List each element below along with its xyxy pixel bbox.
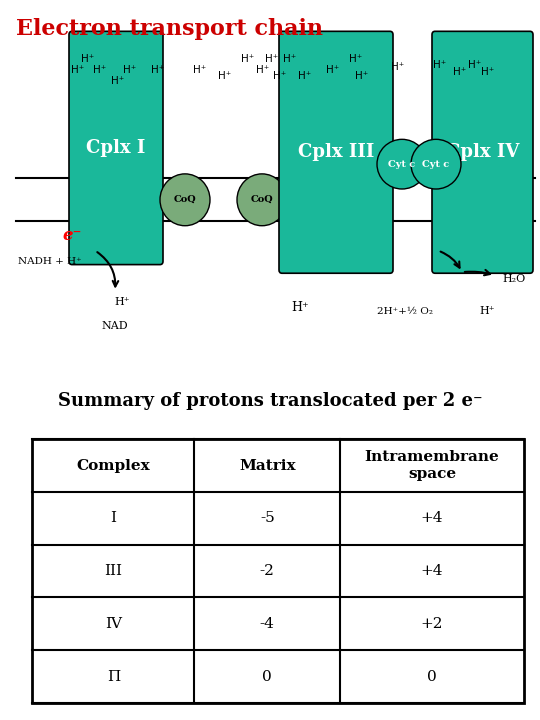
Text: +4: +4 xyxy=(421,511,443,526)
Ellipse shape xyxy=(160,174,210,225)
Text: CoQ: CoQ xyxy=(251,195,273,204)
Text: H⁺: H⁺ xyxy=(71,66,85,75)
Text: H⁺: H⁺ xyxy=(480,306,495,316)
Text: NAD: NAD xyxy=(102,321,129,331)
Text: H⁺: H⁺ xyxy=(256,66,269,75)
Text: Electron transport chain: Electron transport chain xyxy=(16,18,323,40)
Text: Complex: Complex xyxy=(77,459,150,472)
Text: H⁺: H⁺ xyxy=(241,55,255,64)
Bar xyxy=(32,439,524,703)
Text: H⁺: H⁺ xyxy=(392,62,404,72)
Text: -5: -5 xyxy=(260,511,275,526)
Text: H⁺: H⁺ xyxy=(151,66,165,75)
Text: Cplx IV: Cplx IV xyxy=(446,143,519,161)
Text: -2: -2 xyxy=(260,564,275,578)
Text: III: III xyxy=(104,564,123,578)
Text: H⁺: H⁺ xyxy=(193,66,207,75)
Text: H⁺: H⁺ xyxy=(111,76,125,86)
Text: -4: -4 xyxy=(260,617,275,631)
Text: H⁺: H⁺ xyxy=(355,71,369,81)
Text: H⁺: H⁺ xyxy=(82,55,94,64)
Text: +4: +4 xyxy=(421,564,443,578)
Text: H₂O: H₂O xyxy=(502,274,525,284)
Text: 0: 0 xyxy=(427,670,437,684)
Text: I: I xyxy=(110,511,117,526)
Text: e⁻: e⁻ xyxy=(62,227,82,244)
Ellipse shape xyxy=(237,174,287,225)
Text: Cyt c: Cyt c xyxy=(388,160,416,168)
Text: Cplx I: Cplx I xyxy=(86,139,146,157)
Text: H⁺: H⁺ xyxy=(326,66,340,75)
Text: Cyt c: Cyt c xyxy=(422,160,450,168)
Text: H⁺: H⁺ xyxy=(291,301,309,315)
Text: H⁺: H⁺ xyxy=(299,71,312,81)
Text: H⁺: H⁺ xyxy=(265,55,279,64)
Text: Matrix: Matrix xyxy=(239,459,295,472)
Text: NADH + H⁺: NADH + H⁺ xyxy=(18,257,82,266)
Ellipse shape xyxy=(377,139,427,189)
Text: H⁺: H⁺ xyxy=(284,55,296,64)
FancyBboxPatch shape xyxy=(279,31,393,273)
Text: Summary of protons translocated per 2 e⁻: Summary of protons translocated per 2 e⁻ xyxy=(58,392,482,410)
Text: +2: +2 xyxy=(421,617,443,631)
Text: Cplx III: Cplx III xyxy=(298,143,374,161)
Text: H⁺: H⁺ xyxy=(481,68,495,77)
Text: Intramembrane
space: Intramembrane space xyxy=(364,451,500,481)
Text: H⁺: H⁺ xyxy=(273,71,287,81)
Text: H⁺: H⁺ xyxy=(468,60,482,70)
Text: H⁺: H⁺ xyxy=(123,66,137,75)
Text: Π: Π xyxy=(107,670,120,684)
Text: 0: 0 xyxy=(262,670,272,684)
Text: H⁺: H⁺ xyxy=(93,66,106,75)
Text: H⁺: H⁺ xyxy=(218,71,232,81)
Ellipse shape xyxy=(411,139,461,189)
FancyBboxPatch shape xyxy=(69,31,163,265)
FancyBboxPatch shape xyxy=(432,31,533,273)
Text: IV: IV xyxy=(105,617,122,631)
Text: H⁺: H⁺ xyxy=(434,60,447,70)
Text: 2H⁺+½ O₂: 2H⁺+½ O₂ xyxy=(377,307,433,315)
Text: CoQ: CoQ xyxy=(174,195,197,204)
Text: H⁺: H⁺ xyxy=(349,55,363,64)
Text: H⁺: H⁺ xyxy=(114,297,130,307)
Text: H⁺: H⁺ xyxy=(454,68,467,77)
